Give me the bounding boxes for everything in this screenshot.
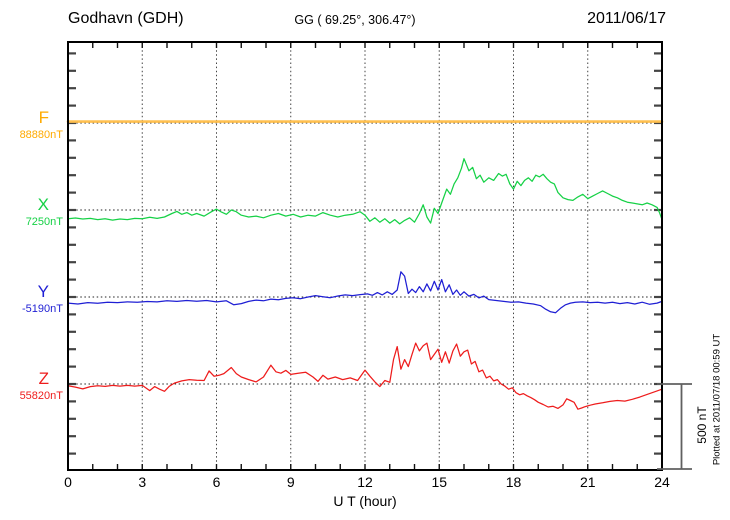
series-baseline-value-x: 7250nT <box>25 216 63 228</box>
series-baseline-value-y: -5190nT <box>22 303 63 315</box>
series-label-x: X <box>37 195 49 214</box>
trace-curves <box>66 120 664 410</box>
plot-frame <box>67 41 663 471</box>
coordinates-label: GG ( 69.25°, 306.47°) <box>294 13 416 27</box>
scale-bar <box>657 383 692 470</box>
component-baselines <box>68 122 662 385</box>
plotted-at-note: Plotted at 2011/07/18 00:59 UT <box>711 333 723 466</box>
x-tick-label-15: 15 <box>431 474 448 490</box>
scale-bar-label: 500 nT <box>695 406 709 444</box>
series-label-z: Z <box>38 369 49 388</box>
x-tick-label-3: 3 <box>138 474 147 490</box>
station-title: Godhavn (GDH) <box>68 10 184 27</box>
x-tick-label-18: 18 <box>505 474 522 490</box>
series-label-y: Y <box>37 282 49 301</box>
date-label: 2011/06/17 <box>587 10 666 27</box>
series-baseline-value-f: 88880nT <box>19 129 63 141</box>
x-tick-label-21: 21 <box>579 474 596 490</box>
x-tick-label-12: 12 <box>357 474 373 490</box>
series-baseline-value-z: 55820nT <box>19 390 63 402</box>
x-axis-title: U T (hour) <box>333 493 397 509</box>
vertical-gridlines <box>141 42 589 470</box>
series-label-f: F <box>38 108 49 127</box>
x-tick-label-0: 0 <box>64 474 72 490</box>
x-tick-label-24: 24 <box>654 474 670 490</box>
x-tick-label-9: 9 <box>286 474 295 490</box>
x-tick-label-6: 6 <box>212 474 221 490</box>
